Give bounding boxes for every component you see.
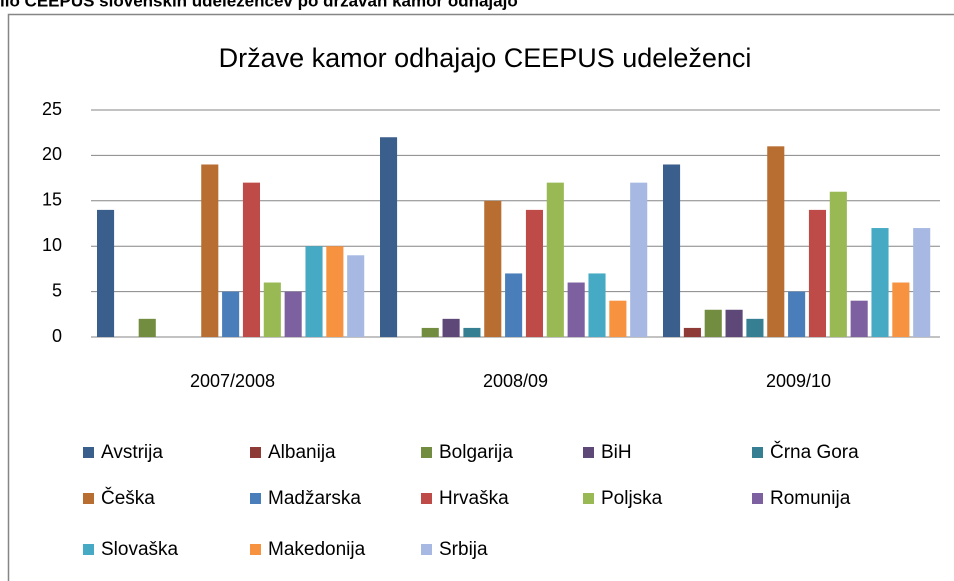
bar [263, 282, 281, 337]
x-tick-label: 2008/09 [483, 371, 548, 391]
bar [284, 291, 302, 337]
bar [892, 282, 910, 337]
y-tick-label: 10 [42, 235, 62, 255]
bar [609, 300, 627, 337]
bar [567, 282, 585, 337]
bar [871, 228, 889, 337]
bar [746, 318, 764, 337]
bar [421, 327, 439, 337]
legend-label: Makedonija [268, 539, 366, 560]
legend-label: Avstrija [101, 442, 163, 463]
bar [704, 309, 722, 337]
legend-swatch [250, 447, 261, 458]
y-tick-label: 5 [52, 280, 62, 300]
legend-label: Romunija [770, 488, 851, 509]
bar [326, 246, 344, 337]
bar [546, 182, 564, 337]
chart-frame [7, 13, 954, 581]
bar [201, 164, 219, 337]
legend-swatch [83, 544, 94, 555]
legend-label: Poljska [601, 488, 663, 509]
legend-label: Srbija [439, 539, 488, 560]
y-tick-label: 20 [42, 144, 62, 164]
bar [97, 209, 115, 337]
legend-swatch [421, 544, 432, 555]
legend-swatch [250, 544, 261, 555]
legend-swatch [83, 493, 94, 504]
legend-label: Madžarska [268, 488, 361, 509]
legend-swatch [83, 447, 94, 458]
legend-swatch [421, 493, 432, 504]
legend-label: Bolgarija [439, 442, 513, 463]
bar [808, 209, 827, 337]
bar [850, 300, 868, 337]
legend-label: Češka [101, 487, 155, 509]
bar [767, 146, 785, 337]
caption: lio CEEPUS slovenskih udeležencev po drž… [0, 0, 518, 10]
bar [683, 327, 701, 337]
legend-swatch [583, 493, 594, 504]
bar [442, 318, 460, 337]
x-tick-label: 2009/10 [766, 371, 831, 391]
legend-swatch [421, 447, 432, 458]
chart-title: Države kamor odhajajo CEEPUS udeleženci [219, 43, 752, 73]
bar [505, 273, 523, 337]
bar [525, 209, 544, 337]
legend-label: Slovaška [101, 539, 179, 560]
y-tick-label: 0 [52, 326, 62, 346]
bar [380, 137, 398, 337]
legend-swatch [752, 447, 763, 458]
bar [829, 191, 847, 337]
bar [484, 200, 502, 337]
legend-label: Hrvaška [439, 488, 509, 509]
bar [242, 182, 261, 337]
legend-swatch [250, 493, 261, 504]
bar [588, 273, 606, 337]
legend-swatch [583, 447, 594, 458]
bar [463, 327, 481, 337]
bar [305, 246, 323, 337]
bar [347, 255, 365, 337]
bar [725, 309, 743, 337]
y-tick-label: 15 [42, 190, 62, 210]
legend-swatch [752, 493, 763, 504]
y-tick-label: 25 [42, 99, 62, 119]
bar [138, 318, 156, 337]
bar [663, 164, 681, 337]
bar [222, 291, 240, 337]
legend-label: Albanija [268, 442, 336, 463]
bar [913, 228, 931, 337]
bar [630, 182, 648, 337]
bar [788, 291, 806, 337]
legend-label: BiH [601, 442, 632, 463]
x-tick-label: 2007/2008 [190, 371, 275, 391]
legend-label: Črna Gora [770, 441, 859, 463]
